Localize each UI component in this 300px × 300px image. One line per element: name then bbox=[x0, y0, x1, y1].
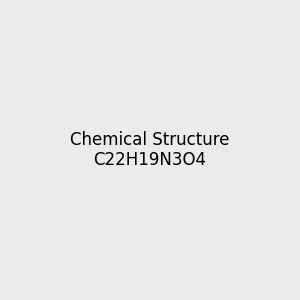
Text: Chemical Structure
C22H19N3O4: Chemical Structure C22H19N3O4 bbox=[70, 130, 230, 170]
